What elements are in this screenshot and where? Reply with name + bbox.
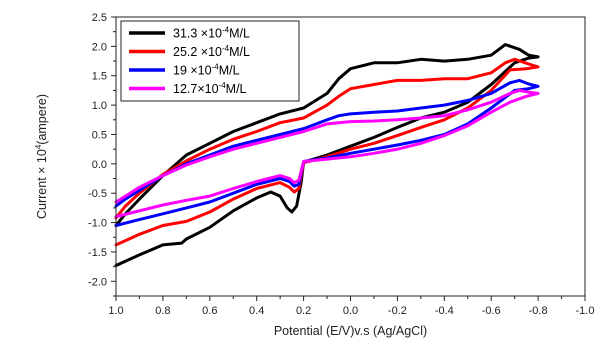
y-tick-label: 1.0	[92, 100, 107, 112]
x-tick-label: -0.6	[482, 305, 501, 317]
y-tick-label: -1.0	[88, 218, 107, 230]
y-tick-label: -2.0	[88, 276, 107, 288]
legend-label-value: 12.7×10	[173, 82, 219, 96]
y-tick-label: -1.5	[88, 247, 107, 259]
x-tick-label: 0.4	[249, 305, 264, 317]
x-tick-label: 0.2	[296, 305, 311, 317]
y-axis-title: Current × 104(ampere)	[34, 94, 49, 219]
y-tick-label: 0.5	[92, 129, 107, 141]
y-tick-label: 2.0	[92, 41, 107, 53]
legend-label-unit: M/L	[226, 82, 247, 96]
y-tick-label: -0.5	[88, 188, 107, 200]
legend-label-exponent: -4	[222, 44, 230, 53]
legend-label-exponent: -4	[222, 26, 230, 35]
x-tick-label: -1.0	[576, 305, 595, 317]
legend-label-exponent: -4	[219, 81, 227, 90]
x-axis-title: Potential (E/V)v.s (Ag/AgCl)	[274, 324, 427, 338]
x-tick-label: -0.8	[529, 305, 548, 317]
legend-label-unit: M/L	[219, 64, 240, 78]
y-axis-title-superscript: 4	[34, 144, 43, 149]
legend: 31.3 ×10-4M/L25.2 ×10-4M/L19 ×10-4M/L12.…	[120, 20, 300, 102]
series-line-4	[114, 88, 540, 219]
y-tick-label: 1.5	[92, 71, 107, 83]
legend-label-unit: M/L	[229, 45, 250, 59]
x-tick-label: 0.8	[155, 305, 170, 317]
legend-label-value: 31.3 ×10	[173, 27, 222, 41]
x-tick-label: 0.6	[202, 305, 217, 317]
x-tick-label: -0.4	[435, 305, 454, 317]
legend-label-value: 19 ×10	[173, 64, 212, 78]
y-axis-title-unit: (ampere)	[35, 94, 49, 145]
legend-label-exponent: -4	[212, 63, 220, 72]
x-tick-label: 0.0	[343, 305, 358, 317]
legend-label: 19 ×10-4M/L	[173, 63, 240, 78]
series-line-3	[114, 78, 540, 227]
y-axis-title-main: Current × 10	[35, 149, 49, 219]
y-tick-label: 2.5	[92, 12, 107, 24]
legend-label: 12.7×10-4M/L	[173, 81, 247, 96]
x-tick-label: -0.2	[388, 305, 407, 317]
series-line-2	[114, 57, 540, 247]
y-tick-label: 0.0	[92, 159, 107, 171]
legend-label-value: 25.2 ×10	[173, 45, 222, 59]
series-layer	[114, 43, 540, 267]
axis-layer: 1.0 0.8 0.6 0.4 0.2 0.0 -0.2 -0.4 -0.6 -0.8 -1.0 -2…	[88, 12, 594, 317]
legend-label: 31.3 ×10-4M/L	[173, 26, 250, 41]
legend-label-unit: M/L	[229, 27, 250, 41]
x-tick-label: 1.0	[108, 305, 123, 317]
legend-label: 25.2 ×10-4M/L	[173, 44, 250, 59]
